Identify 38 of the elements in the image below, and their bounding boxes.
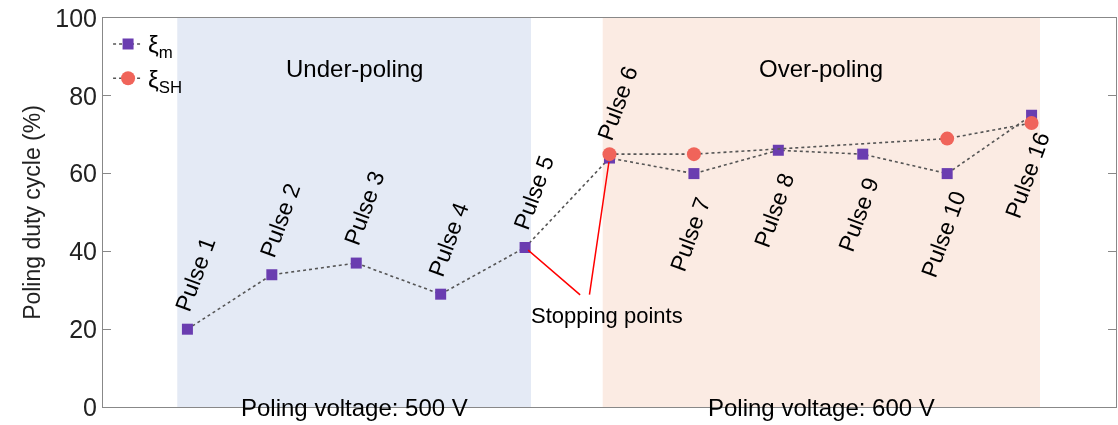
- data-label: Pulse 4: [423, 198, 474, 280]
- point: [602, 147, 617, 162]
- y-tick-label: 20: [69, 314, 97, 343]
- annotation: Stopping points: [531, 303, 683, 328]
- point: [940, 131, 955, 146]
- legend-label: ξ$_{SH}$: [148, 65, 183, 97]
- point: [772, 144, 784, 156]
- annotation: Poling voltage: 500 V: [241, 394, 468, 421]
- legend-label: ξ$_{m}$: [148, 31, 173, 63]
- point: [688, 168, 700, 180]
- point: [519, 242, 531, 254]
- y-axis-title: Poling duty cycle (%): [18, 105, 45, 320]
- data-label: Pulse 16: [999, 128, 1055, 222]
- y-tick-label: 40: [69, 237, 97, 266]
- point: [857, 148, 869, 160]
- annotation: Under-poling: [286, 55, 424, 82]
- y-tick-label: 0: [83, 392, 97, 421]
- data-label: Pulse 2: [254, 179, 306, 261]
- annotation: Poling voltage: 600 V: [708, 394, 935, 421]
- point: [1024, 116, 1039, 131]
- data-label: Pulse 7: [664, 193, 716, 275]
- annotation: Over-poling: [759, 55, 884, 82]
- point: [350, 257, 362, 269]
- data-label: Pulse 5: [508, 151, 559, 233]
- point: [266, 269, 278, 281]
- data-label: Pulse 10: [915, 187, 971, 281]
- point: [181, 323, 193, 335]
- point: [686, 147, 701, 162]
- data-label: Pulse 8: [748, 169, 800, 251]
- data-label: Pulse 3: [338, 167, 390, 249]
- point: [435, 288, 447, 300]
- data-label: Pulse 1: [169, 233, 221, 315]
- point: [941, 168, 953, 180]
- y-tick-label: 80: [69, 81, 97, 110]
- y-tick-label: 60: [69, 159, 97, 188]
- data-label: Pulse 6: [592, 62, 643, 144]
- data-label: Pulse 9: [833, 173, 884, 255]
- y-tick-label: 100: [55, 3, 97, 32]
